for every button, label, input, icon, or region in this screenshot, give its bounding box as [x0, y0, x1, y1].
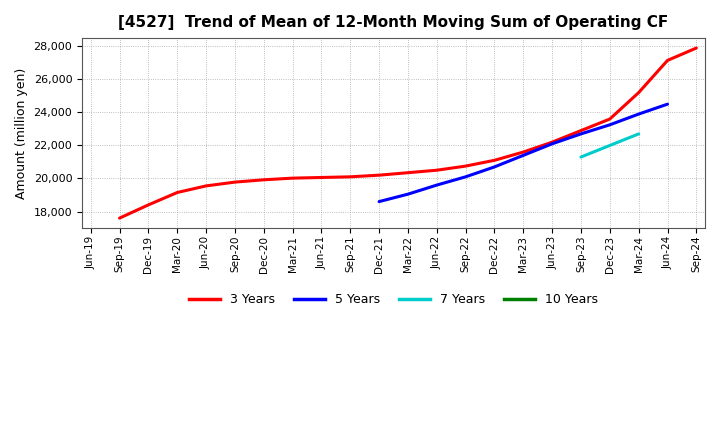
Legend: 3 Years, 5 Years, 7 Years, 10 Years: 3 Years, 5 Years, 7 Years, 10 Years — [184, 288, 603, 311]
Title: [4527]  Trend of Mean of 12-Month Moving Sum of Operating CF: [4527] Trend of Mean of 12-Month Moving … — [118, 15, 669, 30]
Y-axis label: Amount (million yen): Amount (million yen) — [15, 67, 28, 199]
